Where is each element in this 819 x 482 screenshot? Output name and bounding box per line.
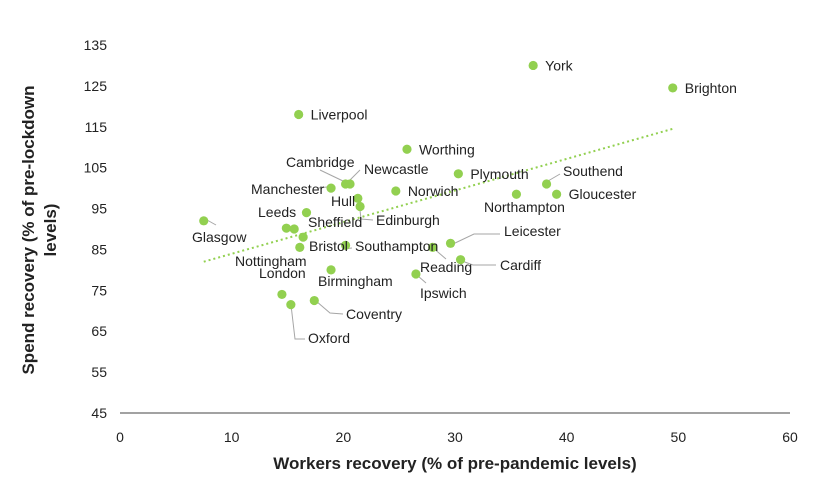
y-axis-title-line2: levels) xyxy=(41,204,60,257)
leader-line-oxford xyxy=(290,304,305,340)
data-point-leicester xyxy=(445,238,456,248)
data-point-plymouth xyxy=(453,169,463,179)
leader-line-cardiff xyxy=(461,260,496,266)
data-label-gloucester: Gloucester xyxy=(569,186,637,202)
data-point-liverpool xyxy=(294,109,304,120)
data-label-birmingham: Birmingham xyxy=(318,273,393,289)
data-point-glasgow xyxy=(199,216,209,226)
x-tick-label: 10 xyxy=(224,429,240,445)
trendline-group xyxy=(203,127,674,263)
data-label-coventry: Coventry xyxy=(346,306,402,322)
data-labels: York Brighton Liverpool Worthing Plymouth Sou… xyxy=(192,57,737,346)
x-tick-label: 60 xyxy=(782,429,798,445)
data-label-manchester: Manchester xyxy=(251,181,324,197)
data-point-leeds xyxy=(301,208,312,218)
data-point-nottingham xyxy=(295,242,305,252)
data-label-plymouth: Plymouth xyxy=(470,166,528,182)
y-axis-title-line1: Spend recovery (% of pre-lockdown xyxy=(19,85,38,374)
data-point-worthing xyxy=(402,144,412,154)
data-point-london xyxy=(277,289,287,300)
x-axis-title: Workers recovery (% of pre-pandemic leve… xyxy=(273,454,636,473)
y-axis-title: Spend recovery (% of pre-lockdown levels) xyxy=(19,85,60,374)
leader-line-manchester xyxy=(317,186,328,189)
y-tick-label: 85 xyxy=(91,241,107,257)
x-tick-label: 0 xyxy=(116,429,124,445)
data-point-brighton xyxy=(668,83,678,93)
data-point-oxford xyxy=(286,300,296,310)
data-label-ipswich: Ipswich xyxy=(420,285,467,301)
leader-line-coventry xyxy=(315,300,344,315)
data-label-cambridge: Cambridge xyxy=(286,154,355,170)
data-points xyxy=(199,60,678,310)
leader-line-leicester xyxy=(452,233,500,245)
data-label-nottingham: Nottingham xyxy=(235,253,307,269)
data-point-cardiff xyxy=(455,255,466,265)
data-label-cardiff: Cardiff xyxy=(500,257,541,273)
data-point-unlabelled xyxy=(281,223,291,233)
y-tick-label: 45 xyxy=(91,405,107,421)
data-label-oxford: Oxford xyxy=(308,330,350,346)
data-point-york xyxy=(528,60,538,71)
y-tick-label: 125 xyxy=(84,78,108,94)
leader-line-newcastle xyxy=(348,169,361,182)
x-tick-label: 20 xyxy=(336,429,352,445)
data-point-gloucester xyxy=(552,189,562,199)
data-point-bristol xyxy=(298,232,308,242)
y-axis-title-group: Spend recovery (% of pre-lockdown levels) xyxy=(19,85,60,374)
data-label-york: York xyxy=(545,57,574,73)
data-label-newcastle: Newcastle xyxy=(364,161,429,177)
data-label-london: London xyxy=(259,265,306,281)
data-label-edinburgh: Edinburgh xyxy=(376,212,440,228)
data-label-southend: Southend xyxy=(563,163,623,179)
data-point-hull xyxy=(353,193,363,203)
y-tick-label: 75 xyxy=(91,282,107,298)
x-tick-label: 30 xyxy=(447,429,463,445)
data-label-northampton: Northampton xyxy=(484,199,565,215)
data-label-hull: Hull xyxy=(331,193,355,209)
data-label-reading: Reading xyxy=(420,259,472,275)
data-label-leeds: Leeds xyxy=(258,204,296,220)
y-tick-label: 65 xyxy=(91,323,107,339)
x-tick-label: 40 xyxy=(559,429,575,445)
label-leader-lines xyxy=(206,169,561,340)
data-point-reading xyxy=(428,242,438,252)
data-point-ipswich xyxy=(411,269,421,279)
x-tick-labels: 0 10 20 30 40 50 60 xyxy=(116,429,798,445)
leader-line-glasgow xyxy=(206,219,217,226)
y-tick-label: 55 xyxy=(91,364,107,380)
data-point-sheffield xyxy=(289,224,299,234)
data-label-glasgow: Glasgow xyxy=(192,229,247,245)
data-point-newcastle xyxy=(345,179,355,189)
data-point-southampton xyxy=(340,240,351,250)
data-point-northampton xyxy=(511,189,522,199)
data-point-norwich xyxy=(391,186,401,196)
data-point-birmingham xyxy=(326,265,336,275)
y-tick-label: 115 xyxy=(85,119,108,135)
data-point-southend xyxy=(541,179,552,189)
data-label-sheffield: Sheffield xyxy=(308,214,362,230)
data-point-coventry xyxy=(309,295,319,306)
data-label-bristol: Bristol xyxy=(309,238,348,254)
data-label-leicester: Leicester xyxy=(504,223,561,239)
leader-line-southend xyxy=(547,173,561,182)
y-tick-label: 105 xyxy=(84,160,108,176)
data-label-southampton: Southampton xyxy=(355,238,438,254)
data-label-norwich: Norwich xyxy=(408,183,459,199)
data-point-manchester xyxy=(326,183,336,193)
data-label-worthing: Worthing xyxy=(419,141,475,157)
trendline xyxy=(203,127,674,263)
x-tick-label: 50 xyxy=(671,429,687,445)
data-label-brighton: Brighton xyxy=(685,80,737,96)
data-label-liverpool: Liverpool xyxy=(311,107,368,123)
data-point-edinburgh xyxy=(355,201,365,212)
leader-line-cambridge xyxy=(319,169,344,182)
leader-line-ipswich xyxy=(417,275,427,284)
y-tick-labels: 45 55 65 75 85 95 105 115 125 135 xyxy=(84,37,108,421)
y-tick-label: 135 xyxy=(84,37,108,53)
y-tick-label: 95 xyxy=(91,201,107,217)
